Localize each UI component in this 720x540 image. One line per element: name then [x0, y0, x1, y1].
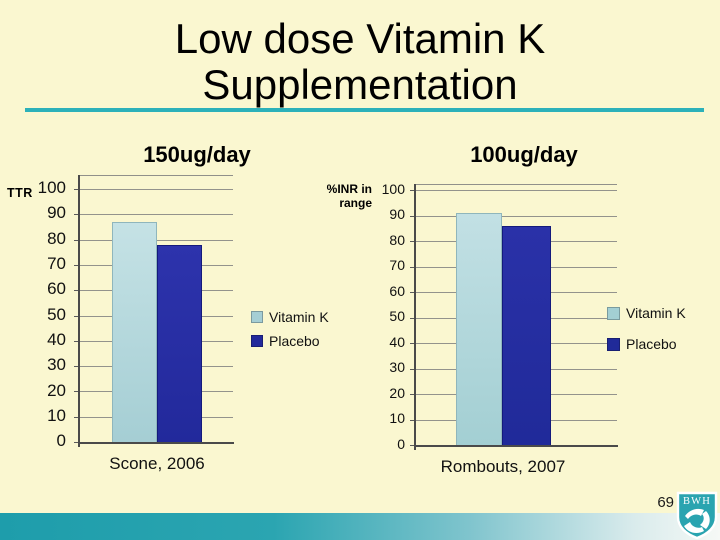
- y-tick-label: 80: [47, 228, 66, 248]
- y-axis-tick: [410, 241, 415, 242]
- logo-ribbon-icon: [684, 508, 710, 534]
- legend-label: Vitamin K: [269, 309, 329, 325]
- y-axis-label-inr-in-range: %INR in range: [326, 182, 372, 211]
- plot-top-border: [79, 175, 233, 176]
- y-axis-tick: [74, 391, 79, 393]
- logo-text: BWH: [683, 496, 711, 507]
- y-axis-tick: [410, 215, 415, 217]
- chart-heading-150ug: 150ug/day: [143, 142, 251, 167]
- legend-label: Vitamin K: [626, 305, 686, 321]
- y-axis-tick: [410, 292, 415, 293]
- y-tick-label: 50: [389, 308, 405, 325]
- y-axis-tick: [74, 442, 79, 443]
- page-number: 69: [657, 494, 674, 511]
- gridline: [79, 214, 233, 216]
- y-tick-label: 0: [56, 431, 66, 451]
- y-axis-tick: [74, 290, 79, 292]
- legend-swatch-placebo: [607, 337, 620, 351]
- title-line-1: Low dose Vitamin K: [174, 15, 546, 62]
- y-tick-label: 90: [47, 203, 66, 223]
- legend-item: Placebo: [607, 336, 686, 352]
- y-tick-label: 70: [47, 254, 66, 274]
- legend-swatch-vitamin-k: [607, 306, 620, 320]
- title-underline: [25, 108, 704, 112]
- y-axis-tick: [74, 239, 79, 241]
- y-tick-label: 20: [47, 380, 66, 400]
- legend-item: Placebo: [251, 333, 329, 349]
- y-tick-label: 70: [389, 257, 405, 274]
- y-axis-line: [414, 184, 416, 450]
- y-tick-label: 10: [389, 410, 405, 427]
- y-tick-label: 20: [389, 384, 405, 401]
- y-tick-label: 100: [37, 178, 66, 198]
- plot-top-border: [415, 184, 617, 185]
- legend-item: Vitamin K: [251, 309, 329, 325]
- footer-gradient-band: [0, 513, 720, 540]
- gridline: [415, 190, 617, 191]
- y-tick-label: 40: [389, 333, 405, 350]
- chart-heading-100ug: 100ug/day: [470, 142, 578, 167]
- y-axis-line: [78, 175, 80, 447]
- y-axis-tick: [410, 266, 415, 268]
- legend-label: Placebo: [269, 333, 320, 349]
- x-axis-line: [78, 442, 234, 444]
- y-axis-tick: [74, 315, 79, 317]
- bwh-logo: BWH: [675, 491, 719, 540]
- bar-placebo-scone-2006: [157, 244, 202, 442]
- y-axis-tick: [410, 343, 415, 344]
- y-axis-tick: [74, 416, 79, 418]
- y-tick-label: 40: [47, 329, 66, 349]
- x-category-label: Scone, 2006: [109, 454, 205, 473]
- legend-item: Vitamin K: [607, 305, 686, 321]
- y-tick-label: 100: [381, 180, 405, 197]
- y-tick-label: 90: [389, 206, 405, 223]
- title-line-2: Supplementation: [202, 61, 518, 108]
- y-tick-label: 60: [47, 279, 66, 299]
- y-axis-tick: [74, 189, 79, 190]
- legend: Vitamin K Placebo: [251, 309, 329, 357]
- y-tick-label: 30: [389, 359, 405, 376]
- y-axis-tick: [410, 394, 415, 395]
- gridline: [415, 215, 617, 217]
- bar-vitamin-k-rombouts-2007: [456, 212, 502, 445]
- y-axis-tick: [410, 368, 415, 370]
- y-tick-label: 0: [397, 435, 405, 452]
- y-tick-label: 30: [47, 355, 66, 375]
- legend-swatch-vitamin-k: [251, 311, 263, 323]
- legend: Vitamin K Placebo: [607, 305, 686, 367]
- y-axis-tick: [410, 445, 415, 446]
- legend-label: Placebo: [626, 336, 677, 352]
- bar-placebo-rombouts-2007: [502, 225, 551, 445]
- y-axis-tick: [74, 340, 79, 342]
- gridline: [79, 189, 233, 190]
- y-tick-label: 50: [47, 304, 66, 324]
- y-axis-tick: [410, 317, 415, 319]
- y-tick-label: 10: [47, 405, 66, 425]
- bwh-logo-svg: BWH: [676, 491, 718, 540]
- legend-swatch-placebo: [251, 335, 263, 347]
- y-axis-tick: [410, 190, 415, 191]
- bar-vitamin-k-scone-2006: [112, 221, 157, 442]
- y-tick-label: 80: [389, 231, 405, 248]
- y-axis-tick: [74, 214, 79, 216]
- y-axis-label-ttr: TTR: [7, 186, 33, 200]
- y-axis-tick: [74, 264, 79, 266]
- x-category-label: Rombouts, 2007: [440, 457, 566, 476]
- y-axis-tick: [74, 366, 79, 368]
- slide-title: Low dose Vitamin K Supplementation: [60, 16, 660, 108]
- y-axis-tick: [410, 419, 415, 421]
- x-axis-line: [414, 445, 618, 447]
- y-tick-label: 60: [389, 282, 405, 299]
